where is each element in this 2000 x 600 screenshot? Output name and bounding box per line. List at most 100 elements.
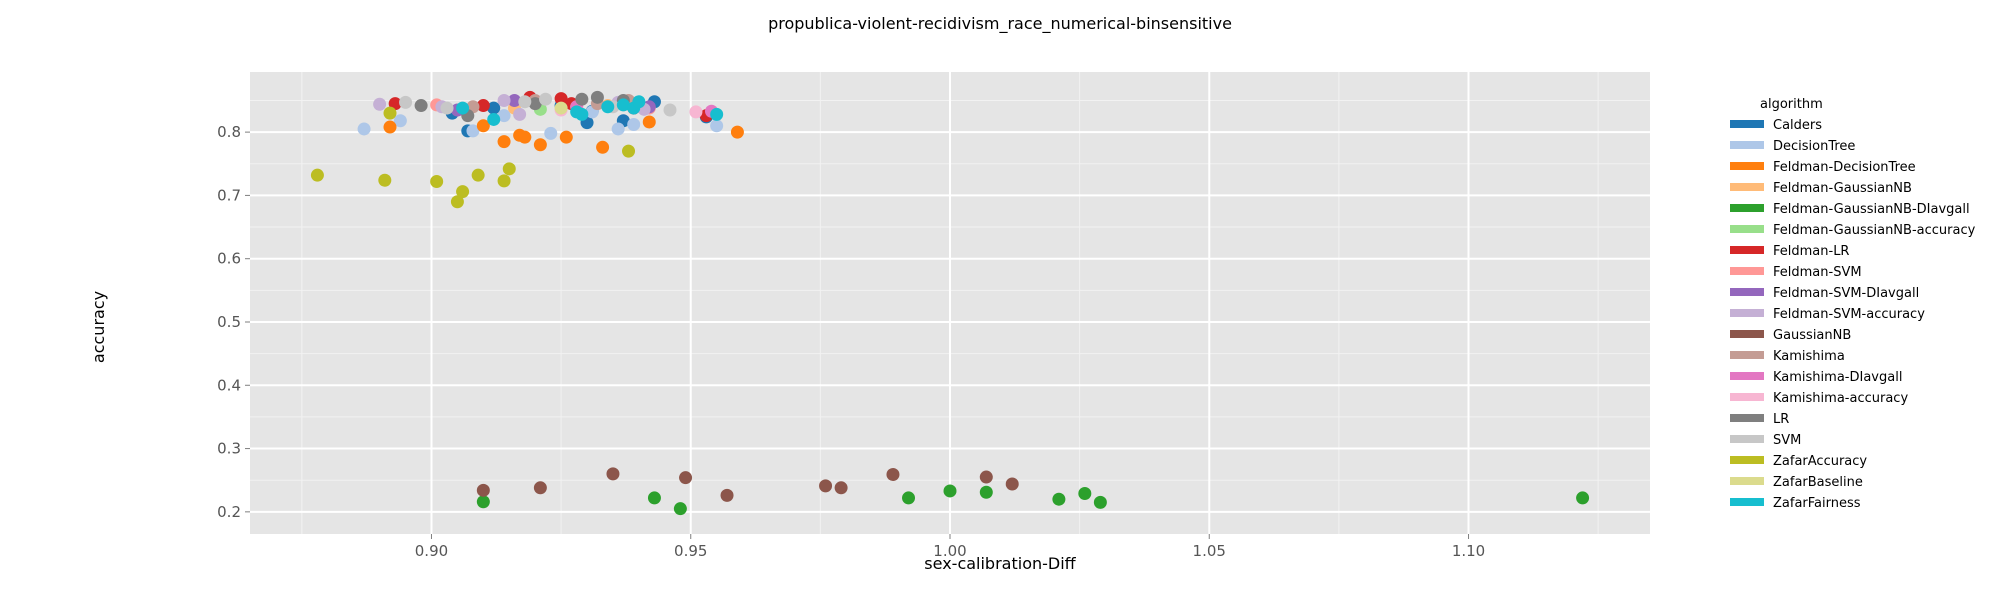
point-feldman-svm-accuracy bbox=[513, 107, 527, 121]
major-gridlines bbox=[250, 72, 1650, 534]
legend-item-kamishima: Kamishima bbox=[1730, 349, 1845, 364]
legend-item-feldman-gaussiannb: Feldman-GaussianNB bbox=[1730, 181, 1912, 196]
legend-item-svm: SVM bbox=[1730, 433, 1801, 448]
point-feldman-gaussiannb-diavgall bbox=[902, 491, 916, 505]
legend-label: Feldman-DecisionTree bbox=[1773, 160, 1916, 175]
point-feldman-gaussiannb-diavgall bbox=[979, 485, 993, 499]
point-lr bbox=[528, 97, 542, 111]
point-zafarfairness bbox=[575, 107, 589, 121]
point-svm bbox=[440, 101, 454, 115]
point-gaussiannb bbox=[819, 479, 833, 493]
point-gaussiannb bbox=[533, 481, 547, 495]
legend-swatch bbox=[1730, 162, 1764, 170]
point-lr bbox=[575, 92, 589, 106]
point-decisiontree bbox=[497, 109, 511, 123]
legend-label: Kamishima bbox=[1773, 349, 1845, 364]
point-feldman-decisiontree bbox=[559, 130, 573, 144]
point-gaussiannb bbox=[1005, 477, 1019, 491]
point-feldman-decisiontree bbox=[596, 140, 610, 154]
x-tick-label: 0.95 bbox=[674, 542, 707, 560]
point-zafaraccuracy bbox=[456, 185, 470, 199]
y-tick-label: 0.5 bbox=[217, 313, 241, 331]
legend-label: Feldman-LR bbox=[1773, 244, 1849, 259]
point-zafaraccuracy bbox=[497, 174, 511, 188]
legend-label: Calders bbox=[1773, 118, 1822, 133]
point-feldman-decisiontree bbox=[383, 120, 397, 134]
point-feldman-decisiontree bbox=[642, 115, 656, 129]
point-zafarfairness bbox=[616, 98, 630, 112]
legend-swatch bbox=[1730, 456, 1764, 464]
legend-item-feldman-gaussiannb-diavgall: Feldman-GaussianNB-DIavgall bbox=[1730, 202, 1970, 217]
legend-item-calders: Calders bbox=[1730, 118, 1822, 133]
legend-item-feldman-svm-diavgall: Feldman-SVM-DIavgall bbox=[1730, 286, 1919, 301]
x-tick-label: 1.00 bbox=[933, 542, 966, 560]
legend-swatch bbox=[1730, 435, 1764, 443]
legend-label: Kamishima-DIavgall bbox=[1773, 370, 1902, 385]
legend-swatch bbox=[1730, 351, 1764, 359]
point-gaussiannb bbox=[720, 488, 734, 502]
x-tick-label: 0.90 bbox=[415, 542, 448, 560]
point-lr bbox=[590, 90, 604, 104]
legend-label: Feldman-SVM-accuracy bbox=[1773, 307, 1925, 322]
point-feldman-decisiontree bbox=[497, 135, 511, 149]
point-zafarfairness bbox=[601, 100, 615, 114]
legend-item-zafarfairness: ZafarFairness bbox=[1730, 496, 1861, 511]
point-zafaraccuracy bbox=[502, 162, 516, 176]
point-feldman-decisiontree bbox=[730, 125, 744, 139]
point-zafaraccuracy bbox=[378, 173, 392, 187]
point-zafarfairness bbox=[456, 101, 470, 115]
point-feldman-gaussiannb-diavgall bbox=[647, 491, 661, 505]
legend-item-feldman-svm-accuracy: Feldman-SVM-accuracy bbox=[1730, 307, 1925, 322]
legend-label: DecisionTree bbox=[1773, 139, 1855, 154]
point-decisiontree bbox=[544, 126, 558, 140]
point-zafarfairness bbox=[632, 95, 646, 109]
legend: Calders DecisionTree Feldman-DecisionTree F… bbox=[1730, 118, 1976, 511]
point-svm bbox=[539, 92, 553, 106]
point-kamishima-accuracy bbox=[689, 105, 703, 119]
point-zafaraccuracy bbox=[310, 168, 324, 182]
legend-item-feldman-svm: Feldman-SVM bbox=[1730, 265, 1862, 280]
legend-item-gaussiannb: GaussianNB bbox=[1730, 328, 1851, 343]
legend-label: LR bbox=[1773, 412, 1789, 427]
point-gaussiannb bbox=[979, 470, 993, 484]
legend-swatch bbox=[1730, 141, 1764, 149]
y-tick-label: 0.3 bbox=[217, 440, 241, 458]
point-decisiontree bbox=[357, 122, 371, 136]
point-gaussiannb bbox=[606, 467, 620, 481]
legend-item-zafaraccuracy: ZafarAccuracy bbox=[1730, 454, 1867, 469]
y-tick-label: 0.8 bbox=[217, 123, 241, 141]
point-feldman-gaussiannb-diavgall bbox=[1093, 495, 1107, 509]
legend-swatch bbox=[1730, 498, 1764, 506]
point-zafarfairness bbox=[710, 107, 724, 121]
legend-swatch bbox=[1730, 183, 1764, 191]
point-decisiontree bbox=[466, 124, 480, 138]
point-zafaraccuracy bbox=[430, 174, 444, 188]
point-gaussiannb bbox=[679, 471, 693, 485]
point-svm bbox=[518, 95, 532, 109]
legend-label: SVM bbox=[1773, 433, 1801, 448]
legend-label: Feldman-SVM-DIavgall bbox=[1773, 286, 1919, 301]
legend-item-lr: LR bbox=[1730, 412, 1789, 427]
legend-swatch bbox=[1730, 372, 1764, 380]
point-zafarfairness bbox=[487, 112, 501, 126]
point-decisiontree bbox=[627, 118, 641, 132]
legend-swatch bbox=[1730, 330, 1764, 338]
y-tick-label: 0.4 bbox=[217, 376, 241, 394]
legend-item-kamishima-accuracy: Kamishima-accuracy bbox=[1730, 391, 1908, 406]
point-feldman-gaussiannb-diavgall bbox=[1078, 486, 1092, 500]
legend-label: ZafarAccuracy bbox=[1773, 454, 1867, 469]
point-feldman-gaussiannb-diavgall bbox=[476, 495, 490, 509]
point-feldman-svm-diavgall bbox=[507, 93, 521, 107]
legend-item-decisiontree: DecisionTree bbox=[1730, 139, 1855, 154]
legend-label: ZafarBaseline bbox=[1773, 475, 1863, 490]
point-gaussiannb bbox=[886, 468, 900, 482]
y-tick-label: 0.2 bbox=[217, 503, 241, 521]
point-decisiontree bbox=[710, 119, 724, 133]
legend-item-feldman-decisiontree: Feldman-DecisionTree bbox=[1730, 160, 1916, 175]
point-zafaraccuracy bbox=[450, 195, 464, 209]
legend-item-feldman-lr: Feldman-LR bbox=[1730, 244, 1849, 259]
legend-swatch bbox=[1730, 225, 1764, 233]
legend-swatch bbox=[1730, 414, 1764, 422]
legend-swatch bbox=[1730, 477, 1764, 485]
